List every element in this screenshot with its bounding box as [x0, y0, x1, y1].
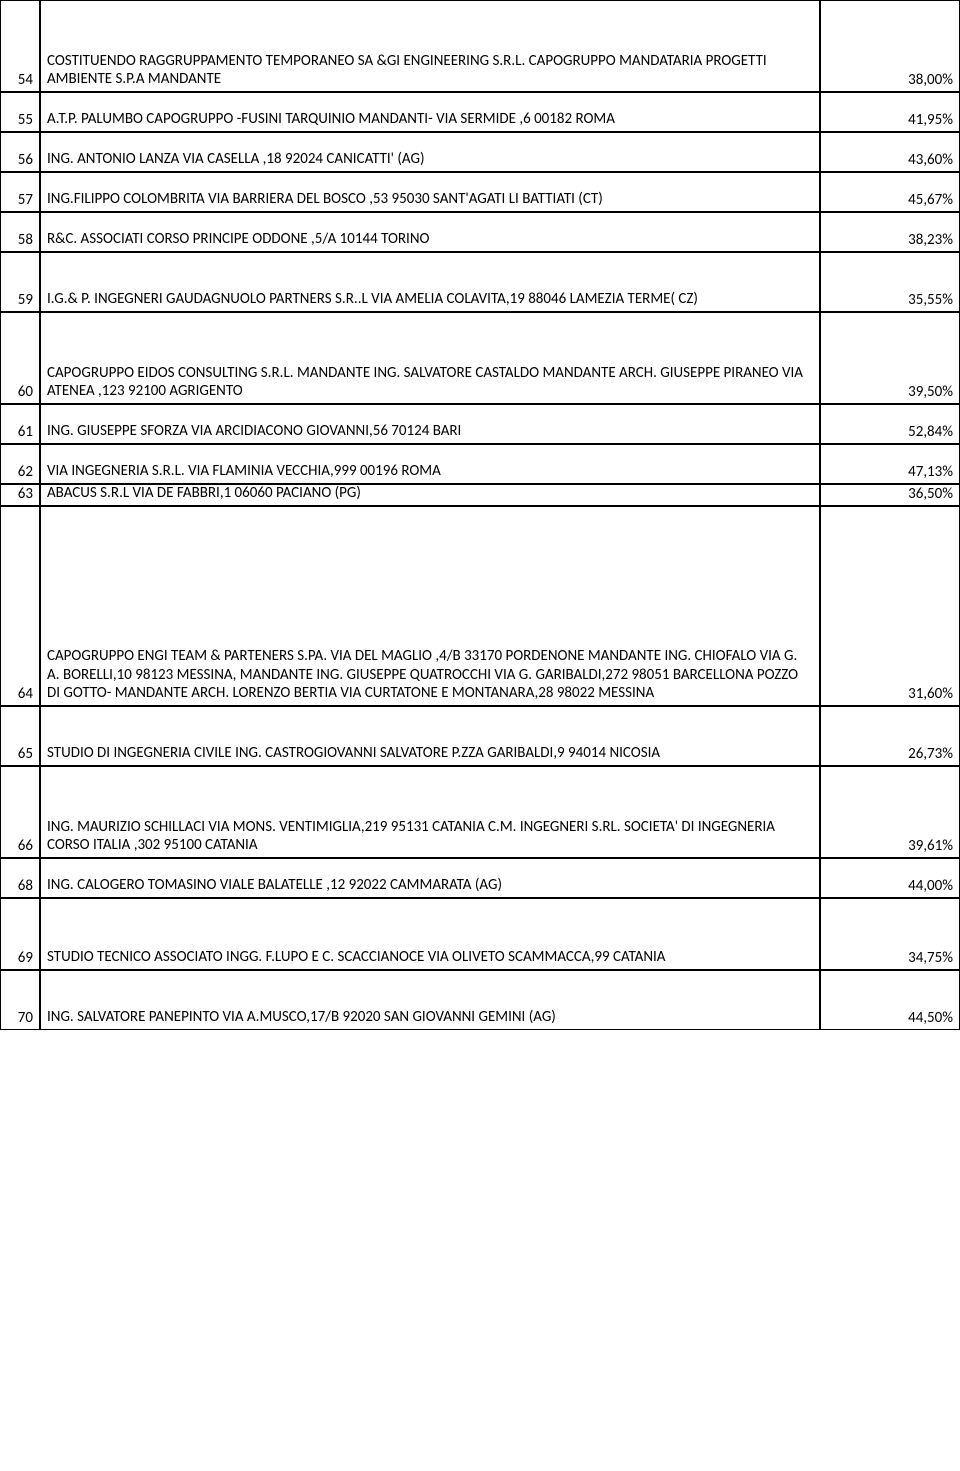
row-description: ABACUS S.R.L VIA DE FABBRI,1 06060 PACIA… — [40, 484, 820, 506]
row-description: ING.FILIPPO COLOMBRITA VIA BARRIERA DEL … — [40, 172, 820, 212]
table-row: 66ING. MAURIZIO SCHILLACI VIA MONS. VENT… — [0, 766, 960, 858]
row-description: VIA INGEGNERIA S.R.L. VIA FLAMINIA VECCH… — [40, 444, 820, 484]
table-row: 69STUDIO TECNICO ASSOCIATO INGG. F.LUPO … — [0, 898, 960, 970]
row-number: 55 — [0, 92, 40, 132]
row-percentage: 43,60% — [820, 132, 960, 172]
row-percentage: 39,50% — [820, 312, 960, 404]
table-row: 54COSTITUENDO RAGGRUPPAMENTO TEMPORANEO … — [0, 0, 960, 92]
row-description: CAPOGRUPPO ENGI TEAM & PARTENERS S.PA. V… — [40, 506, 820, 706]
row-description: CAPOGRUPPO EIDOS CONSULTING S.R.L. MANDA… — [40, 312, 820, 404]
row-percentage: 31,60% — [820, 506, 960, 706]
row-number: 60 — [0, 312, 40, 404]
table-row: 58R&C. ASSOCIATI CORSO PRINCIPE ODDONE ,… — [0, 212, 960, 252]
row-percentage: 39,61% — [820, 766, 960, 858]
row-number: 66 — [0, 766, 40, 858]
row-percentage: 34,75% — [820, 898, 960, 970]
row-description: STUDIO DI INGEGNERIA CIVILE ING. CASTROG… — [40, 706, 820, 766]
data-table: 54COSTITUENDO RAGGRUPPAMENTO TEMPORANEO … — [0, 0, 960, 1030]
table-row: 59I.G.& P. INGEGNERI GAUDAGNUOLO PARTNER… — [0, 252, 960, 312]
table-row: 56ING. ANTONIO LANZA VIA CASELLA ,18 920… — [0, 132, 960, 172]
row-description: ING. GIUSEPPE SFORZA VIA ARCIDIACONO GIO… — [40, 404, 820, 444]
row-number: 70 — [0, 970, 40, 1030]
row-percentage: 38,23% — [820, 212, 960, 252]
table-row: 57ING.FILIPPO COLOMBRITA VIA BARRIERA DE… — [0, 172, 960, 212]
row-description: STUDIO TECNICO ASSOCIATO INGG. F.LUPO E … — [40, 898, 820, 970]
row-percentage: 45,67% — [820, 172, 960, 212]
table-row: 60CAPOGRUPPO EIDOS CONSULTING S.R.L. MAN… — [0, 312, 960, 404]
row-number: 62 — [0, 444, 40, 484]
table-row: 55A.T.P. PALUMBO CAPOGRUPPO -FUSINI TARQ… — [0, 92, 960, 132]
table-row: 70ING. SALVATORE PANEPINTO VIA A.MUSCO,1… — [0, 970, 960, 1030]
row-description: ING. CALOGERO TOMASINO VIALE BALATELLE ,… — [40, 858, 820, 898]
table-row: 61ING. GIUSEPPE SFORZA VIA ARCIDIACONO G… — [0, 404, 960, 444]
row-number: 59 — [0, 252, 40, 312]
row-percentage: 47,13% — [820, 444, 960, 484]
row-number: 64 — [0, 506, 40, 706]
row-description: I.G.& P. INGEGNERI GAUDAGNUOLO PARTNERS … — [40, 252, 820, 312]
row-number: 69 — [0, 898, 40, 970]
row-description: ING. MAURIZIO SCHILLACI VIA MONS. VENTIM… — [40, 766, 820, 858]
row-number: 57 — [0, 172, 40, 212]
row-percentage: 44,50% — [820, 970, 960, 1030]
row-number: 68 — [0, 858, 40, 898]
row-number: 54 — [0, 0, 40, 92]
row-percentage: 52,84% — [820, 404, 960, 444]
row-percentage: 38,00% — [820, 0, 960, 92]
row-number: 63 — [0, 484, 40, 506]
row-description: COSTITUENDO RAGGRUPPAMENTO TEMPORANEO SA… — [40, 0, 820, 92]
row-description: ING. ANTONIO LANZA VIA CASELLA ,18 92024… — [40, 132, 820, 172]
table-row: 65STUDIO DI INGEGNERIA CIVILE ING. CASTR… — [0, 706, 960, 766]
table-row: 68ING. CALOGERO TOMASINO VIALE BALATELLE… — [0, 858, 960, 898]
row-description: ING. SALVATORE PANEPINTO VIA A.MUSCO,17/… — [40, 970, 820, 1030]
row-percentage: 36,50% — [820, 484, 960, 506]
row-number: 65 — [0, 706, 40, 766]
row-number: 58 — [0, 212, 40, 252]
row-percentage: 26,73% — [820, 706, 960, 766]
row-number: 56 — [0, 132, 40, 172]
row-description: A.T.P. PALUMBO CAPOGRUPPO -FUSINI TARQUI… — [40, 92, 820, 132]
row-description: R&C. ASSOCIATI CORSO PRINCIPE ODDONE ,5/… — [40, 212, 820, 252]
table-row: 62VIA INGEGNERIA S.R.L. VIA FLAMINIA VEC… — [0, 444, 960, 484]
table-row: 63ABACUS S.R.L VIA DE FABBRI,1 06060 PAC… — [0, 484, 960, 506]
table-row: 64CAPOGRUPPO ENGI TEAM & PARTENERS S.PA.… — [0, 506, 960, 706]
row-percentage: 35,55% — [820, 252, 960, 312]
row-percentage: 44,00% — [820, 858, 960, 898]
row-percentage: 41,95% — [820, 92, 960, 132]
row-number: 61 — [0, 404, 40, 444]
